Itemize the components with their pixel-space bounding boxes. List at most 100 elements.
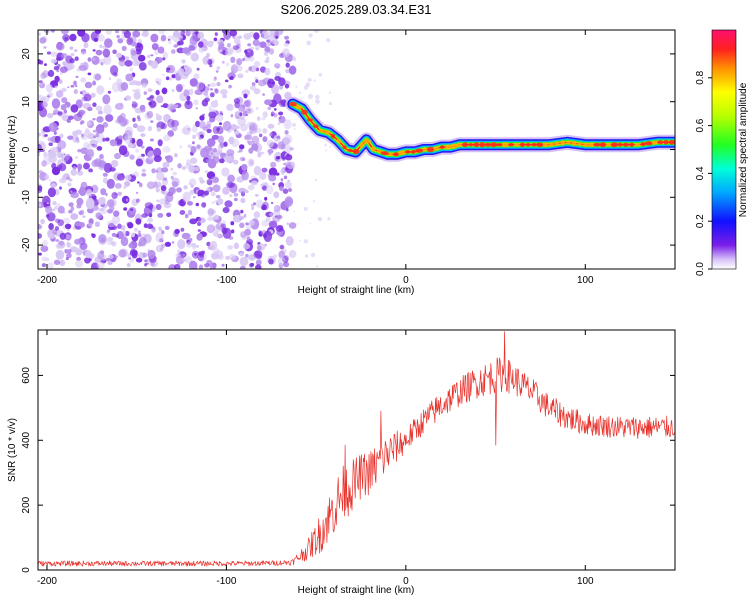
spectrogram-ridge-blob — [651, 140, 658, 145]
spectrogram-noise-cell — [283, 119, 292, 130]
spectrogram-noise-cell — [202, 56, 210, 65]
spectrogram-noise-cell — [190, 34, 199, 42]
spectrogram-ridge-blob — [449, 143, 458, 149]
spectrogram-noise-cell — [41, 101, 48, 108]
spectrogram-noise-cell — [105, 114, 114, 122]
spectrogram-noise-cell — [102, 48, 111, 58]
spectrogram-noise-cell — [91, 55, 100, 65]
spectrogram-noise-cell — [101, 207, 107, 215]
spectrogram-noise-cell — [48, 142, 53, 146]
spectrogram-noise-cell — [303, 239, 309, 244]
spectrogram-noise-cell — [208, 111, 217, 119]
spectrogram-noise-cell — [210, 100, 219, 108]
snr-panel: -200 -100 0 100 0 200 400 600 Height of straig… — [7, 329, 676, 596]
spectrogram-noise-cell — [232, 255, 237, 260]
spectrogram-noise-cell — [135, 158, 144, 167]
spectrogram-noise-cell — [158, 226, 162, 230]
spectrogram-noise-cell — [92, 144, 98, 148]
spectrogram-noise-cell — [140, 133, 146, 137]
spectrogram-noise-cell — [273, 204, 281, 213]
spectrogram-noise-cell — [89, 139, 98, 146]
spectrogram-noise-cell — [313, 30, 320, 33]
spectrogram-noise-cell — [270, 161, 277, 168]
spectrogram-noise-cell — [234, 130, 240, 135]
spectrogram-noise-cell — [156, 114, 162, 121]
spectrogram-noise-cell — [280, 168, 285, 174]
spectrogram-noise-cell — [87, 144, 92, 149]
spectrogram-noise-cell — [131, 232, 136, 238]
spectrogram-noise-cell — [132, 117, 136, 123]
spectrogram-noise-cell — [275, 225, 284, 232]
spectrogram-noise-cell — [188, 164, 195, 173]
spectrogram-noise-cell — [54, 226, 60, 231]
spectrogram-noise-cell — [262, 111, 268, 118]
spectrogram-noise-cell — [141, 145, 145, 149]
spectrogram-ridge-blob — [629, 142, 635, 147]
spectrogram-noise-cell — [153, 147, 162, 158]
spectrogram-noise-cell — [130, 41, 138, 47]
spectrogram-ridge-blob — [388, 152, 393, 157]
spectrogram-noise-cell — [155, 89, 160, 96]
spectrogram-noise-cell — [92, 49, 96, 52]
spectrogram-noise-cell — [157, 57, 163, 63]
spectrogram-x-ticks: -200 -100 0 100 — [37, 30, 594, 286]
spectrogram-noise-cell — [87, 207, 94, 214]
spectrogram-noise-cell — [210, 176, 219, 184]
spectrogram-noise-cell — [55, 239, 60, 242]
spectrogram-noise-cell — [57, 111, 63, 116]
spectrogram-noise-cell — [293, 211, 296, 213]
spectrogram-noise-cell — [127, 222, 134, 229]
spectrogram-noise-cell — [67, 249, 72, 254]
spectrogram-ridge-blob — [393, 152, 400, 157]
spectrogram-noise-cell — [74, 221, 82, 227]
spectrogram-noise-cell — [243, 93, 248, 99]
spectrogram-noise-cell — [114, 255, 118, 258]
spectrogram-noise-cell — [117, 38, 124, 44]
spectrogram-noise-cell — [197, 189, 205, 196]
spectrogram-noise-cell — [73, 89, 78, 95]
spectrogram-noise-cell — [256, 245, 262, 251]
spectrogram-noise-cell — [264, 196, 268, 201]
spectrogram-noise-cell — [264, 67, 271, 76]
spectrogram-noise-cell — [239, 148, 243, 153]
spectrogram-ridge-blob — [531, 143, 537, 147]
spectrogram-noise-cell — [179, 145, 182, 149]
spectrogram-noise-cell — [295, 85, 298, 88]
spectrogram-noise-cell — [188, 88, 194, 96]
spectrogram-noise-cell — [140, 107, 146, 113]
spectrogram-noise-cell — [92, 102, 97, 107]
spectrogram-noise-cell — [182, 258, 187, 262]
spectrogram-ridge-blob — [318, 129, 325, 133]
spectrogram-noise-cell — [240, 197, 246, 204]
spectrogram-noise-cell — [38, 170, 43, 174]
spectrogram-noise-cell — [202, 113, 206, 116]
spectrogram-noise-cell — [226, 149, 235, 157]
spectrogram-noise-cell — [199, 115, 205, 121]
spectrogram-noise-cell — [151, 168, 156, 174]
spectrogram-noise-cell — [103, 104, 112, 115]
spectrogram-noise-cell — [73, 113, 83, 122]
spectrogram-noise-cell — [255, 47, 259, 51]
spectrogram-noise-cell — [65, 257, 69, 261]
spectrogram-ridge-blob — [566, 140, 571, 145]
spectrogram-noise-cell — [186, 95, 191, 101]
spectrogram-noise-cell — [44, 134, 48, 137]
spectrogram-noise-cell — [40, 245, 49, 252]
spectrogram-noise-cell — [229, 194, 233, 198]
spectrogram-noise-cell — [266, 41, 272, 47]
spectrogram-noise-cell — [162, 51, 169, 59]
spectrogram-noise-cell — [241, 163, 248, 171]
spectrogram-noise-cell — [282, 48, 290, 58]
spectrogram-noise-cell — [247, 184, 255, 191]
spectrogram-noise-cell — [283, 261, 290, 268]
spectrogram-noise-cell — [164, 241, 172, 247]
spectrogram-noise-cell — [94, 30, 102, 34]
spectrogram-noise-cell — [177, 239, 186, 250]
spectrogram-noise-cell — [278, 262, 284, 269]
spectrogram-noise-cell — [294, 128, 296, 131]
spectrogram-noise-cell — [192, 141, 195, 145]
spectrogram-noise-cell — [280, 178, 284, 182]
spectrogram-noise-cell — [160, 243, 166, 249]
spectrogram-ridge-blob — [560, 140, 565, 146]
spectrogram-noise-cell — [112, 49, 117, 55]
